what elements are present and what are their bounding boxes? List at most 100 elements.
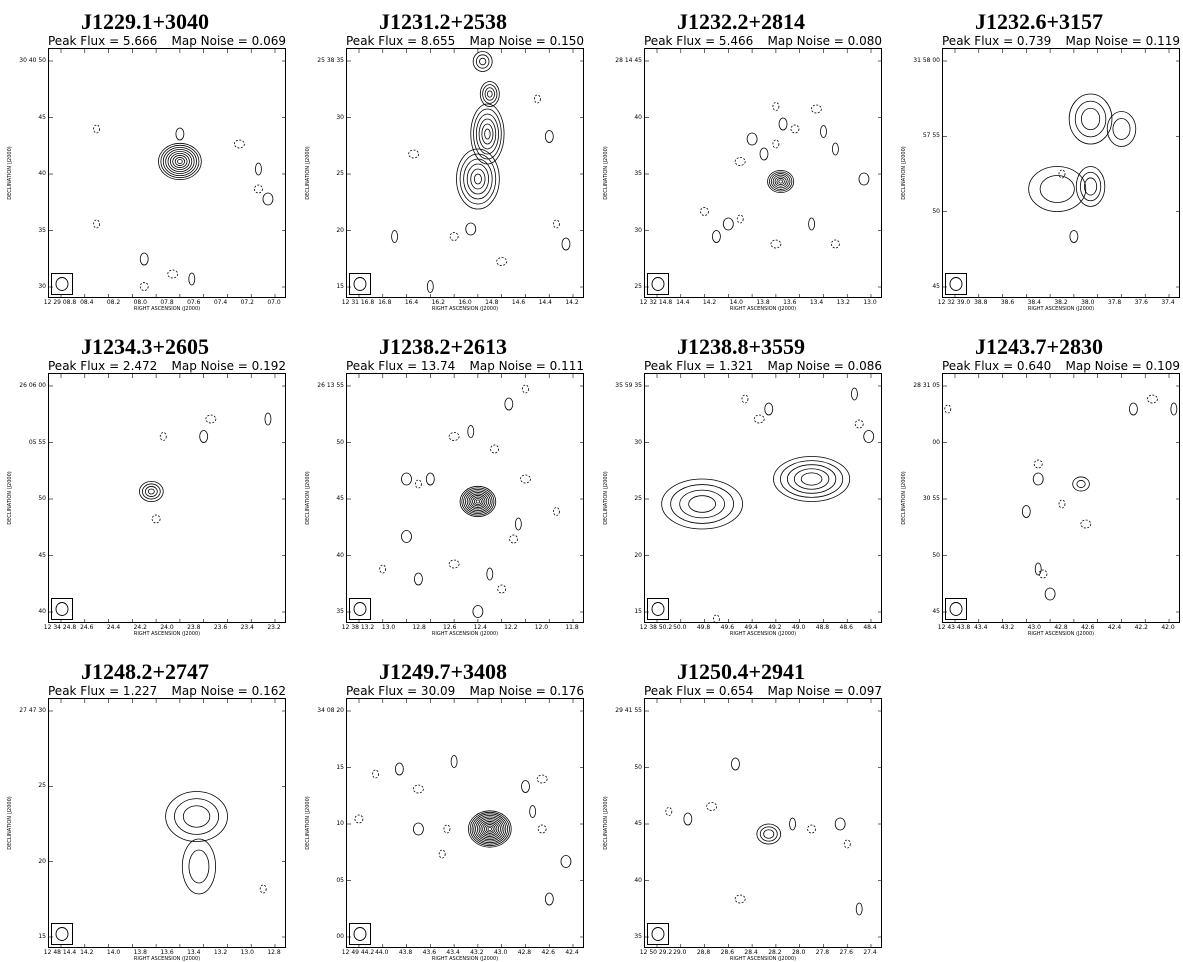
y-tick-label: 30 40 50 — [19, 57, 46, 64]
panel-title: J1232.6+3157 — [974, 9, 1104, 34]
source-contour — [1076, 480, 1086, 488]
x-tick-label: 13.0 — [863, 299, 877, 306]
y-axis-label: DECLINATION (J2000) — [305, 796, 311, 850]
x-tick-label: 12.2 — [504, 624, 518, 631]
map-panel: J1250.4+2941 Peak Flux = 0.654 Map Noise =… — [596, 660, 886, 962]
x-tick-label: 49.6 — [720, 624, 735, 631]
y-tick-labels: 26 06 00 05 55 50 45 40 — [0, 373, 46, 623]
source-contour — [188, 849, 210, 884]
y-tick-labels: 34 08 20 15 10 05 00 — [298, 698, 344, 948]
noise-contour — [415, 479, 422, 489]
noise-contour — [753, 414, 765, 424]
source-contour — [1075, 166, 1106, 207]
y-axis-label: DECLINATION (J2000) — [603, 146, 609, 200]
x-tick-label: 13.8 — [133, 949, 147, 956]
y-tick-label: 30 — [38, 283, 46, 290]
y-tick-labels: 28 31 05 00 30 55 50 45 — [894, 373, 940, 623]
x-tick-label: 28.4 — [744, 949, 758, 956]
beam-box — [51, 598, 73, 620]
y-tick-label: 50 — [634, 763, 642, 771]
source-contour — [1068, 93, 1113, 145]
y-axis-label: DECLINATION (J2000) — [7, 146, 13, 200]
source-contour — [800, 472, 823, 486]
x-axis-label: RIGHT ASCENSION (J2000) — [1027, 631, 1095, 637]
source-contour — [767, 169, 795, 194]
map-noise-label: Map Noise = 0.097 — [767, 684, 882, 698]
x-tick-label: 27.6 — [839, 949, 853, 956]
y-tick-labels: 27 47 30 25 20 15 — [0, 698, 46, 948]
source-contour — [479, 81, 500, 107]
x-axis-label: RIGHT ASCENSION (J2000) — [729, 956, 797, 962]
x-tick-label: 13.8 — [756, 299, 770, 306]
source-contour — [1080, 107, 1101, 131]
contour-map — [644, 698, 882, 948]
peak-flux-label: Peak Flux = 5.466 — [644, 34, 754, 48]
noise-contour — [736, 214, 744, 224]
x-tick-label: 08.4 — [80, 299, 94, 306]
contour-map — [48, 373, 286, 623]
source-contour — [473, 498, 482, 505]
x-tick-labels: 12 38 13.2 13.0 12.8 12.6 12.4 12.2 12.0 11.8 — [342, 624, 584, 632]
noise-contour — [544, 130, 554, 143]
source-contour — [774, 176, 787, 187]
x-tick-label: 28.6 — [720, 949, 735, 956]
y-tick-label: 15 — [38, 933, 46, 940]
y-tick-label: 27 47 30 — [19, 707, 46, 714]
contour-plot — [943, 374, 1180, 623]
y-tick-label: 20 — [634, 551, 642, 559]
source-contour — [160, 144, 200, 179]
x-tick-label: 38.0 — [1081, 299, 1095, 306]
x-tick-labels: 12 50 29.2 29.0 28.8 28.6 28.4 28.2 28.0 27.8 27… — [640, 949, 882, 957]
noise-contour — [354, 814, 364, 824]
source-contour — [147, 488, 155, 495]
noise-contour — [1080, 519, 1092, 529]
x-axis-label: RIGHT ASCENSION (J2000) — [729, 631, 797, 637]
noise-contour — [1032, 472, 1044, 486]
y-tick-label: 30 55 — [922, 495, 940, 502]
noise-contour — [504, 397, 514, 411]
map-panel: J1238.8+3559 Peak Flux = 1.321 Map Noise =… — [596, 335, 886, 637]
source-contour — [467, 810, 512, 848]
source-contour — [1039, 175, 1075, 203]
noise-contour — [509, 534, 519, 544]
noise-contour — [734, 157, 746, 166]
x-axis-label: RIGHT ASCENSION (J2000) — [431, 956, 499, 962]
beam-box — [647, 923, 669, 945]
y-tick-label: 30 — [634, 438, 642, 446]
noise-contour — [529, 805, 537, 818]
contour-map — [644, 373, 882, 624]
noise-contour — [413, 784, 424, 794]
noise-contour — [259, 884, 267, 894]
x-axis-label: RIGHT ASCENSION (J2000) — [431, 306, 499, 312]
noise-contour — [772, 139, 780, 149]
y-tick-label: 35 — [336, 608, 344, 615]
y-tick-label: 15 — [336, 763, 344, 771]
beam-box — [51, 273, 73, 295]
x-tick-label: 37.4 — [1161, 299, 1175, 306]
panel-title: J1231.2+2538 — [378, 9, 508, 34]
source-contour — [169, 153, 190, 170]
noise-contour — [1069, 230, 1079, 243]
source-contour — [478, 118, 497, 150]
x-tick-labels: 12 43 43.8 43.4 43.2 43.0 42.8 42.6 42.4 42.2 42… — [938, 624, 1180, 632]
contour-plot — [49, 374, 286, 623]
source-contour — [1112, 118, 1131, 140]
y-tick-label: 35 — [634, 933, 642, 940]
x-tick-label: 43.0 — [493, 949, 508, 956]
source-contour — [468, 493, 488, 510]
x-tick-label: 38.4 — [1027, 299, 1041, 306]
y-tick-label: 00 — [932, 438, 940, 446]
x-axis-label: RIGHT ASCENSION (J2000) — [133, 306, 201, 312]
noise-contour — [706, 802, 718, 811]
contour-plot — [347, 49, 584, 298]
x-tick-label: 43.2 — [1000, 624, 1015, 631]
source-contour — [466, 163, 490, 195]
x-axis-label: RIGHT ASCENSION (J2000) — [431, 631, 499, 637]
source-contour — [679, 489, 725, 519]
peak-flux-label: Peak Flux = 0.640 — [942, 359, 1052, 373]
noise-contour — [553, 507, 560, 516]
contour-plot — [645, 49, 882, 298]
noise-contour — [151, 514, 161, 524]
noise-contour — [514, 517, 522, 531]
noise-contour — [254, 184, 263, 194]
